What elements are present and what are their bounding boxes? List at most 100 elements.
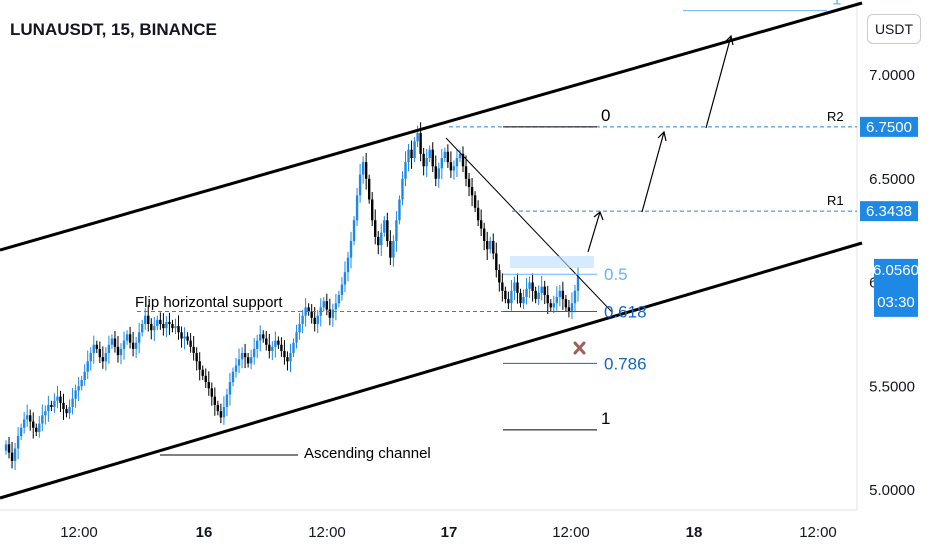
candle-body	[322, 301, 325, 308]
candle-body	[395, 220, 398, 241]
candle-body	[222, 407, 226, 418]
candle-body	[425, 158, 428, 167]
candle-body	[367, 178, 371, 200]
candle-body	[95, 344, 98, 349]
candle-body	[334, 303, 338, 310]
candle-body	[35, 427, 38, 432]
candle-body	[567, 307, 571, 312]
candle-body	[265, 338, 268, 345]
r2-label: R2	[827, 109, 844, 124]
candle-body	[358, 174, 362, 196]
arrow-to-r1	[587, 211, 601, 253]
candle-body	[156, 319, 159, 327]
time-tick-label: 12:00	[799, 524, 837, 541]
candle-body	[213, 396, 217, 405]
candle-body	[416, 133, 419, 142]
candle-body	[552, 303, 555, 308]
candle-body	[501, 282, 504, 291]
candle-body	[153, 326, 156, 331]
candle-body	[389, 241, 392, 258]
candle-body	[7, 444, 11, 453]
candle-body	[92, 344, 95, 354]
candle-body	[210, 388, 213, 397]
candle-body	[171, 324, 174, 329]
candle-body	[177, 326, 180, 333]
candle-body	[183, 336, 186, 339]
candle-body	[561, 290, 565, 300]
price-tick-label: 5.0000	[869, 482, 915, 499]
candle-body	[134, 342, 138, 349]
candle-body	[150, 324, 153, 331]
candle-body	[234, 365, 238, 372]
candle-body	[255, 340, 259, 349]
candle-body	[107, 344, 111, 354]
candle-body	[316, 315, 319, 324]
candle-body	[50, 404, 53, 407]
candle-body	[458, 153, 462, 158]
candle-body	[38, 423, 41, 432]
candle-body	[346, 257, 350, 273]
candle-body	[128, 334, 132, 343]
fib-level-label: 1	[601, 409, 610, 428]
candle-body	[528, 282, 531, 289]
candle-body	[195, 353, 198, 362]
candle-body	[422, 153, 425, 167]
candle-body	[443, 151, 447, 158]
candle-body	[437, 168, 440, 179]
candle-body	[110, 338, 114, 345]
candle-body	[262, 334, 265, 339]
time-tick-label: 12:00	[60, 524, 98, 541]
time-tick-label: 12:00	[308, 524, 346, 541]
candle-body	[343, 272, 347, 285]
candle-body	[380, 232, 383, 246]
candle-body	[419, 133, 422, 154]
candle-body	[467, 178, 471, 188]
candle-body	[77, 386, 80, 391]
candle-body	[89, 353, 92, 362]
candle-body	[428, 149, 431, 158]
candle-body	[283, 350, 286, 358]
candle-body	[455, 158, 459, 167]
price-label-r1: 6.3438	[860, 201, 918, 222]
candle-body	[144, 315, 147, 324]
candle-body	[340, 284, 344, 295]
candle-body	[476, 207, 480, 221]
candle-body	[377, 236, 380, 246]
candle-body	[413, 141, 416, 158]
candle-body	[570, 303, 574, 312]
candle-body	[186, 336, 189, 341]
current-price-label: 6.0560 03:30	[873, 258, 919, 317]
candle-body	[137, 332, 141, 343]
candle-body	[86, 361, 89, 372]
candle-body	[531, 282, 534, 291]
candle-body	[204, 375, 207, 383]
arrow-to-fib-1	[705, 35, 732, 129]
candle-body	[461, 153, 465, 167]
candle-body	[192, 346, 195, 354]
candle-body	[470, 187, 474, 196]
candle-body	[446, 151, 450, 163]
time-axis[interactable]: 12:00 16 12:00 17 12:00 18 12:00	[60, 524, 837, 541]
candle-body	[201, 369, 204, 376]
candle-body	[325, 301, 329, 310]
descending-trendline[interactable]	[445, 137, 613, 313]
candle-body	[47, 404, 50, 412]
svg-text:6.3438: 6.3438	[866, 203, 912, 220]
candle-body	[489, 241, 492, 250]
currency-button[interactable]: USDT	[867, 14, 921, 44]
candle-body	[307, 307, 310, 312]
channel-lower-line[interactable]	[0, 241, 863, 500]
candle-body	[449, 162, 453, 171]
candle-body	[80, 380, 83, 387]
candle-body	[310, 311, 313, 318]
candle-body	[65, 409, 68, 414]
candle-body	[19, 427, 23, 437]
candle-body	[513, 282, 516, 291]
candle-body	[473, 195, 477, 208]
channel-upper-line[interactable]	[0, 1, 863, 252]
time-tick-label: 17	[441, 524, 458, 541]
candle-body	[486, 241, 489, 250]
candle-body	[576, 276, 580, 291]
